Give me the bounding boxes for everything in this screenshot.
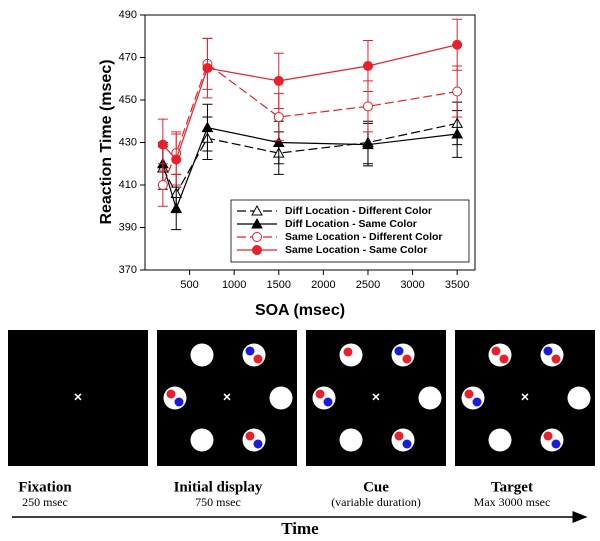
color-dot	[174, 397, 184, 407]
x-tick-label: 1500	[267, 279, 291, 291]
fixation-cross: ×	[74, 389, 82, 405]
color-dot	[394, 346, 404, 356]
display-panel: ×	[306, 330, 446, 466]
placeholder-circle	[418, 386, 442, 410]
marker	[251, 204, 263, 216]
panel-title: Initial display	[174, 479, 263, 495]
y-tick-label: 410	[119, 179, 137, 191]
marker	[251, 217, 263, 229]
time-label: Time	[281, 519, 319, 538]
marker	[452, 86, 463, 97]
marker	[171, 154, 182, 165]
placeholder-circle	[540, 428, 564, 452]
y-tick-label: 430	[119, 136, 137, 148]
color-dot	[402, 439, 412, 449]
color-dot	[323, 397, 333, 407]
placeholder-circle	[461, 386, 485, 410]
panel-duration: 250 msec	[22, 495, 68, 509]
fixation-cross: ×	[223, 389, 231, 405]
display-panel: ×	[157, 330, 297, 466]
color-dot	[245, 431, 255, 441]
placeholder-circle	[242, 428, 266, 452]
marker	[157, 139, 168, 150]
panel-duration: 750 msec	[195, 495, 241, 509]
y-tick-label: 490	[119, 9, 137, 21]
panel-title: Fixation	[18, 479, 72, 495]
x-axis-title: SOA (msec)	[255, 302, 345, 319]
color-dot	[343, 347, 353, 357]
marker	[201, 121, 214, 133]
marker	[252, 245, 262, 255]
marker	[273, 75, 284, 86]
x-tick-label: 2000	[311, 279, 335, 291]
color-dot	[245, 346, 255, 356]
placeholder-circle	[242, 343, 266, 367]
x-tick-label: 3000	[400, 279, 424, 291]
placeholder-circle	[190, 343, 214, 367]
placeholder-circle	[312, 386, 336, 410]
color-dot	[464, 389, 474, 399]
x-tick-label: 1000	[222, 279, 246, 291]
y-axis-title: Reaction Time (msec)	[98, 59, 115, 224]
display-panel: ×	[8, 330, 148, 466]
panel-title: Target	[491, 479, 533, 495]
marker	[362, 61, 373, 71]
color-dot	[394, 431, 404, 441]
panel-duration: Max 3000 msec	[474, 495, 551, 509]
color-dot	[402, 354, 412, 364]
placeholder-circle	[391, 343, 415, 367]
color-dot	[315, 389, 325, 399]
y-tick-label: 470	[119, 51, 137, 63]
panel-duration: (variable duration)	[331, 495, 421, 509]
fixation-cross: ×	[521, 389, 529, 405]
marker	[362, 138, 374, 150]
marker	[362, 101, 373, 112]
placeholder-circle	[567, 386, 591, 410]
display-panel: ×	[455, 330, 595, 466]
marker	[202, 63, 213, 74]
color-dot	[166, 389, 176, 399]
color-dot	[499, 354, 509, 364]
series-line	[162, 126, 458, 211]
marker	[273, 112, 284, 122]
legend-label: Diff Location - Same Color	[285, 218, 417, 230]
panel-background	[8, 330, 148, 466]
legend-label: Diff Location - Different Color	[285, 205, 432, 217]
marker	[452, 39, 463, 50]
color-dot	[543, 431, 553, 441]
marker	[157, 180, 168, 190]
marker	[170, 202, 183, 213]
legend-box	[230, 199, 470, 263]
y-tick-label: 450	[119, 94, 137, 106]
marker	[451, 127, 464, 139]
placeholder-circle	[269, 386, 293, 410]
placeholder-circle	[488, 428, 512, 452]
placeholder-circle	[488, 343, 512, 367]
placeholder-circle	[190, 428, 214, 452]
color-dot	[551, 354, 561, 364]
color-dot	[491, 346, 501, 356]
x-tick-label: 500	[180, 279, 198, 291]
marker	[252, 232, 262, 242]
x-tick-label: 2500	[356, 279, 380, 291]
color-dot	[472, 397, 482, 407]
y-tick-label: 390	[119, 221, 137, 233]
legend-label: Same Location - Different Color	[285, 231, 443, 243]
color-dot	[551, 439, 561, 449]
x-tick-label: 3500	[445, 279, 469, 291]
color-dot	[253, 354, 263, 364]
color-dot	[253, 439, 263, 449]
legend-label: Same Location - Same Color	[285, 244, 427, 256]
placeholder-circle	[339, 428, 363, 452]
y-tick-label: 370	[119, 264, 137, 276]
fixation-cross: ×	[372, 389, 380, 405]
placeholder-circle	[540, 343, 564, 367]
panel-title: Cue	[363, 479, 389, 495]
color-dot	[543, 346, 553, 356]
marker	[272, 136, 285, 147]
placeholder-circle	[163, 386, 187, 410]
placeholder-circle	[391, 428, 415, 452]
